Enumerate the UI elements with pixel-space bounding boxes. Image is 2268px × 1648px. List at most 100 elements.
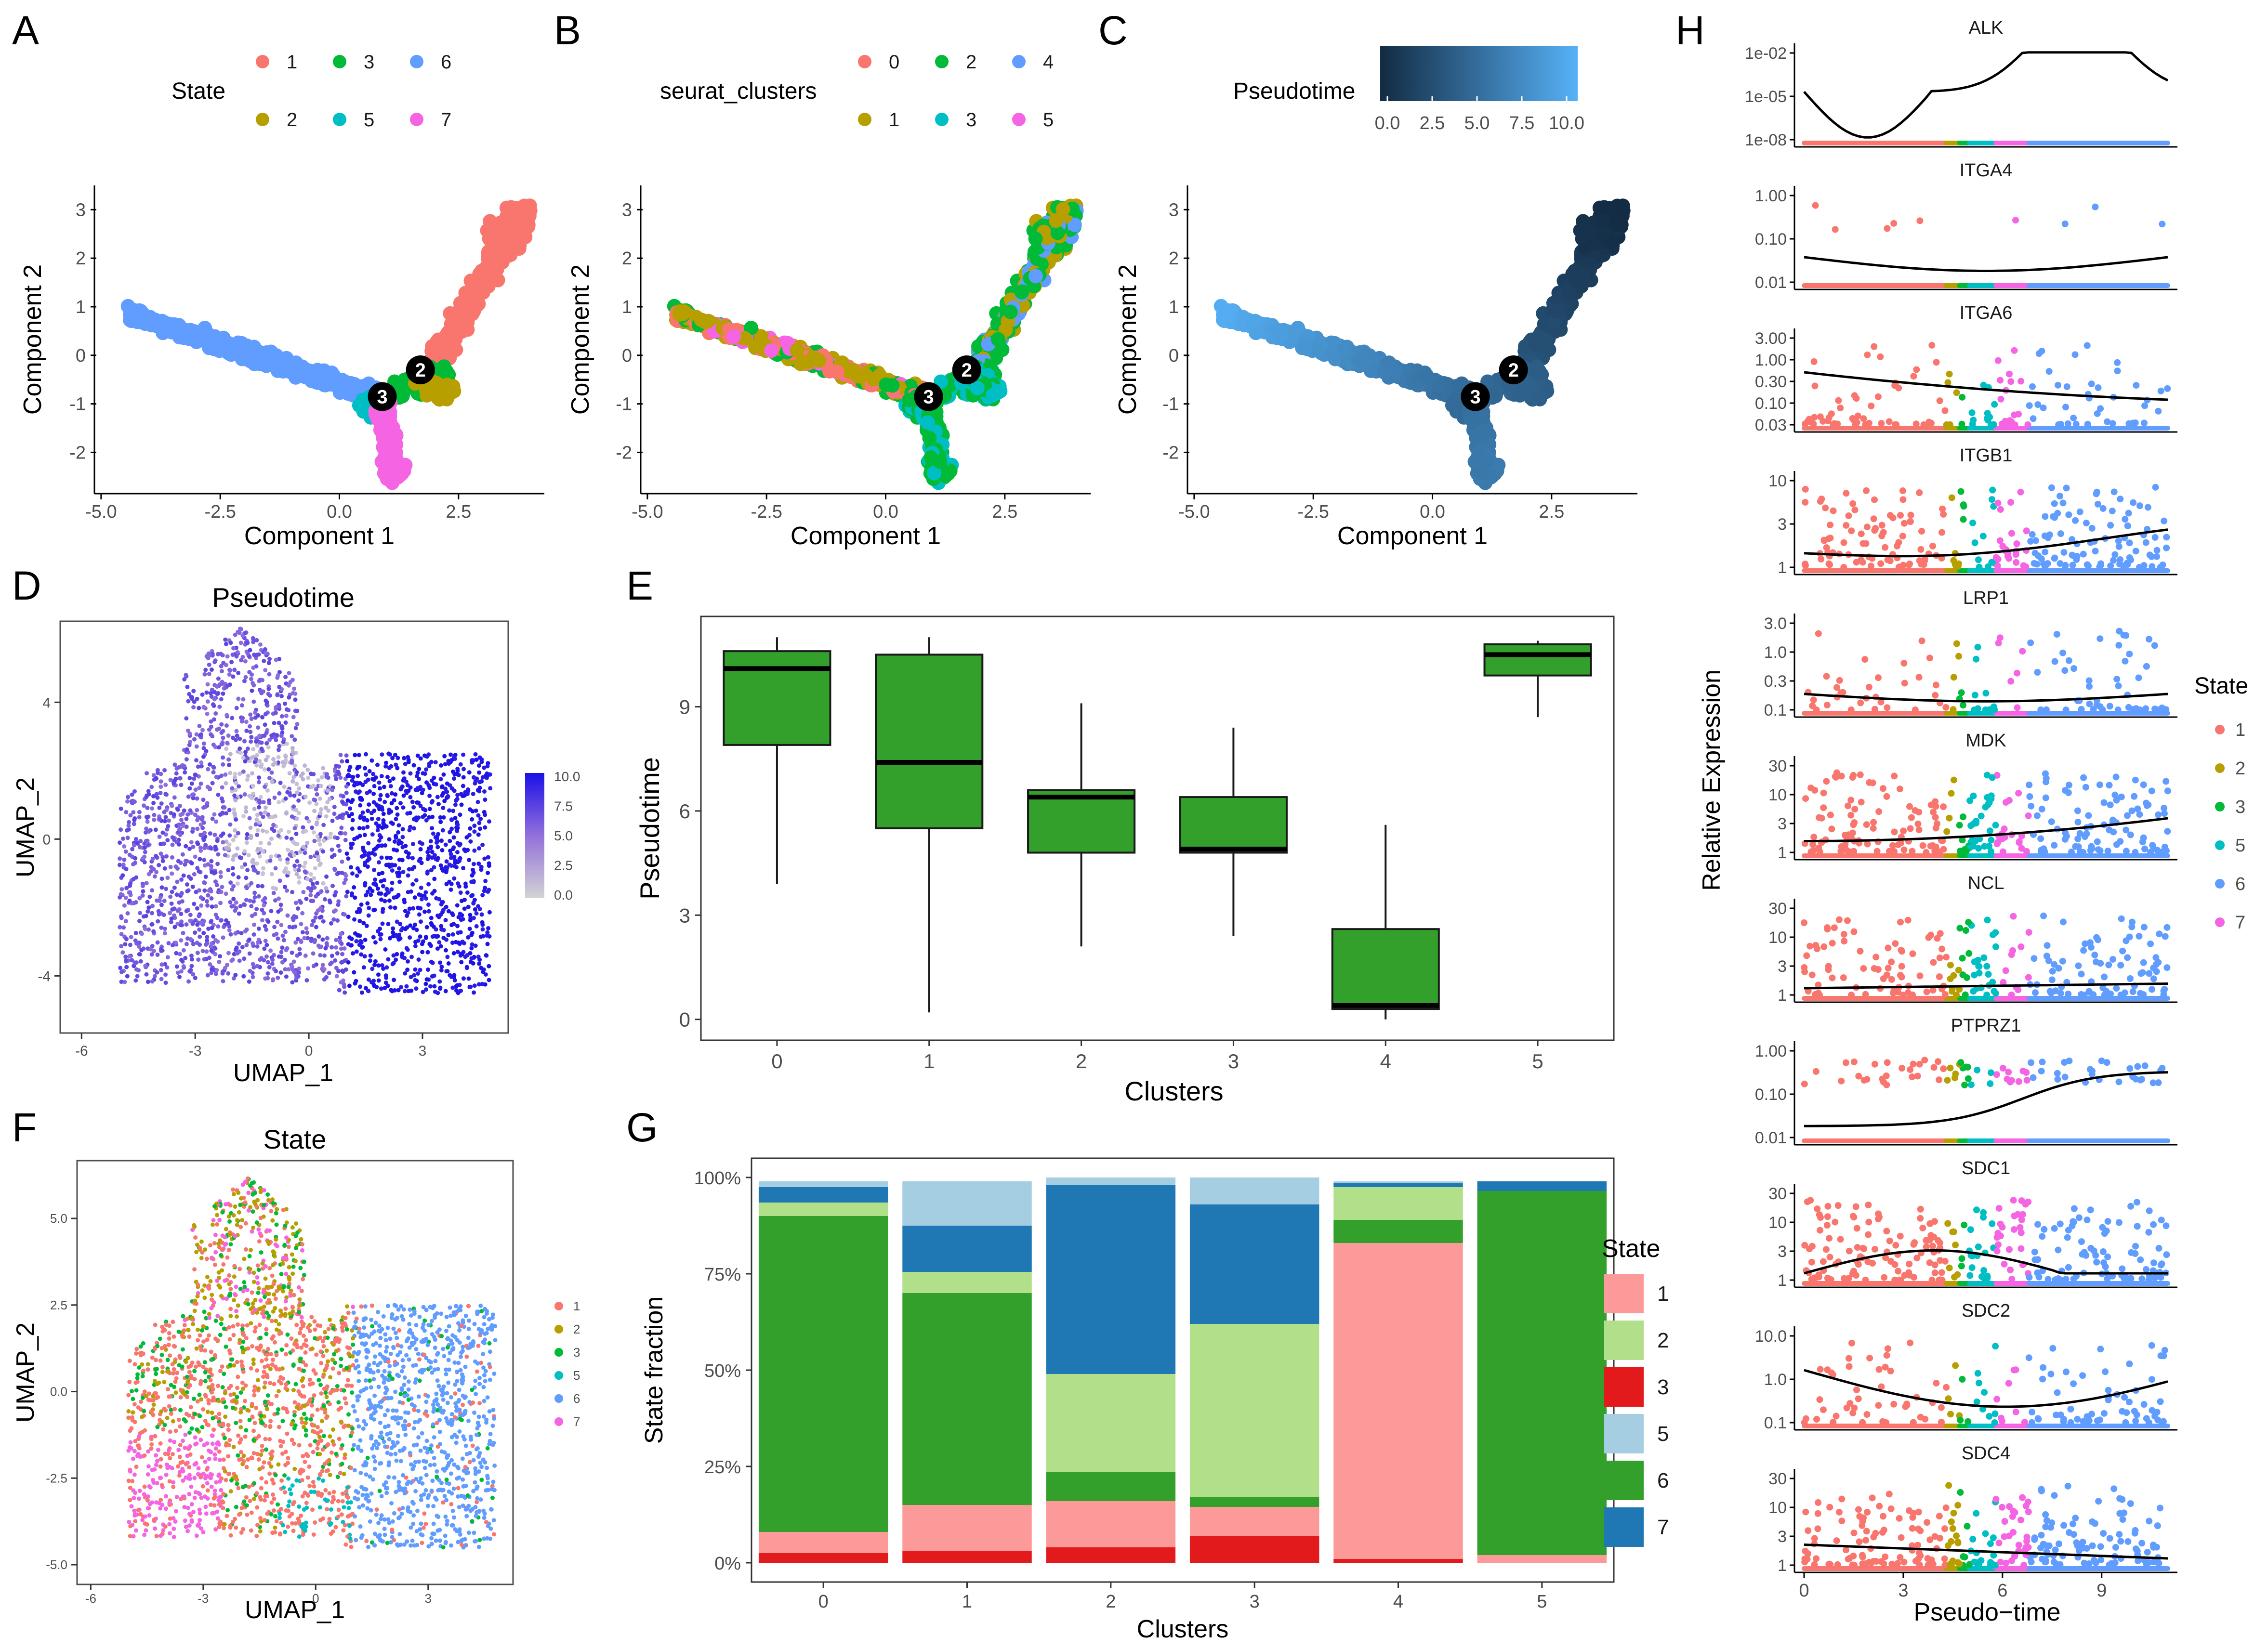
umap-cell bbox=[266, 919, 271, 924]
colorbar-tick-0.0: 0.0 bbox=[1375, 113, 1400, 133]
umap-cell bbox=[344, 753, 349, 758]
umap-cell bbox=[305, 840, 310, 845]
cell-point bbox=[1596, 213, 1610, 228]
umap-cell bbox=[213, 904, 218, 909]
umap-cell bbox=[408, 785, 413, 790]
umap-cell bbox=[412, 895, 417, 900]
umap-cell bbox=[251, 747, 256, 752]
umap-cell bbox=[138, 959, 143, 964]
umap-cell bbox=[293, 901, 298, 905]
umap-cell bbox=[440, 848, 445, 852]
umap-cell bbox=[293, 691, 298, 696]
umap-cell bbox=[387, 898, 392, 903]
cell-point bbox=[790, 343, 804, 358]
legend-a-label-7: 7 bbox=[441, 109, 451, 131]
umap-cell bbox=[309, 923, 314, 928]
legend-b-label-2: 2 bbox=[966, 52, 976, 73]
umap-cell bbox=[369, 816, 374, 821]
umap-cell bbox=[488, 786, 493, 791]
umap-cell bbox=[340, 759, 344, 764]
umap-cell bbox=[240, 945, 245, 950]
umap-cell bbox=[128, 881, 133, 886]
umap-cell bbox=[145, 900, 150, 904]
umap-cell bbox=[388, 784, 393, 788]
umap-cell bbox=[445, 955, 450, 959]
cell-point bbox=[932, 454, 947, 469]
umap-cell bbox=[410, 842, 415, 847]
panel-label-a: A bbox=[12, 8, 39, 53]
umap-cell bbox=[244, 809, 249, 814]
umap-cell bbox=[218, 901, 223, 905]
umap-cell bbox=[427, 815, 432, 820]
cell-point bbox=[126, 307, 141, 322]
cell-point bbox=[439, 388, 454, 403]
umap-cell bbox=[317, 796, 322, 801]
umap-cell bbox=[125, 836, 130, 840]
y-tick-3: 3 bbox=[622, 200, 632, 220]
umap-cell bbox=[235, 846, 240, 851]
umap-cell bbox=[355, 873, 359, 878]
branch-node-label-3: 3 bbox=[377, 386, 387, 407]
umap-cell bbox=[330, 945, 334, 950]
umap-cell bbox=[424, 925, 429, 929]
y-tick-2: 2 bbox=[622, 249, 632, 269]
cell-point bbox=[1050, 225, 1065, 240]
cell-point bbox=[504, 225, 519, 240]
umap-cell bbox=[252, 922, 257, 927]
umap-cell bbox=[267, 801, 272, 806]
umap-cell bbox=[137, 815, 142, 820]
umap-cell bbox=[185, 882, 189, 887]
umap-cell bbox=[418, 934, 422, 939]
umap-cell bbox=[321, 766, 326, 771]
cell-point bbox=[295, 364, 310, 379]
umap-cell bbox=[276, 975, 280, 980]
umap-cell bbox=[334, 938, 339, 942]
umap-cell bbox=[228, 822, 233, 827]
umap-cell bbox=[428, 839, 433, 844]
cell-point bbox=[457, 304, 472, 319]
umap-cell bbox=[486, 871, 490, 876]
umap-cell bbox=[477, 961, 482, 966]
umap-cell bbox=[132, 816, 137, 821]
umap-cell bbox=[329, 921, 333, 926]
legend-a-label-5: 5 bbox=[364, 109, 374, 131]
legend-a-key-2 bbox=[256, 113, 269, 126]
umap-cell bbox=[340, 952, 345, 956]
cell-point bbox=[1575, 231, 1590, 246]
umap-cell bbox=[378, 937, 383, 942]
x-tick-2.5: 2.5 bbox=[992, 502, 1017, 522]
umap-cell bbox=[186, 794, 191, 799]
x-axis-label-c: Component 1 bbox=[1337, 522, 1488, 550]
umap-cell bbox=[252, 895, 257, 900]
umap-cell bbox=[153, 827, 158, 832]
umap-cell bbox=[433, 760, 438, 765]
umap-cell bbox=[273, 866, 278, 871]
legend-b-key-0 bbox=[858, 55, 871, 68]
umap-cell bbox=[294, 831, 299, 836]
cell-point bbox=[672, 307, 687, 322]
umap-cell bbox=[263, 810, 267, 815]
legend-b-key-2 bbox=[935, 55, 949, 68]
umap-cell bbox=[197, 724, 202, 729]
umap-cell bbox=[175, 807, 180, 812]
x-tick-0.0: 0.0 bbox=[327, 502, 352, 522]
umap-cell bbox=[366, 913, 371, 918]
umap-cell bbox=[291, 774, 296, 779]
umap-cell bbox=[367, 905, 371, 910]
umap-cell bbox=[189, 954, 194, 958]
x-tick--5.0: -5.0 bbox=[1178, 502, 1210, 522]
umap-cell bbox=[128, 942, 132, 947]
umap-cell bbox=[464, 835, 469, 840]
umap-cell bbox=[284, 713, 289, 718]
umap-cell bbox=[343, 837, 348, 842]
umap-cell bbox=[390, 962, 395, 967]
cell-point bbox=[1358, 353, 1373, 368]
legend-b-label-5: 5 bbox=[1043, 109, 1054, 131]
umap-cell bbox=[467, 770, 472, 775]
umap-cell bbox=[471, 792, 475, 797]
umap-cell bbox=[366, 777, 370, 782]
branch-node-label-2: 2 bbox=[415, 360, 426, 381]
umap-cell bbox=[454, 988, 459, 993]
umap-cell bbox=[277, 829, 281, 834]
